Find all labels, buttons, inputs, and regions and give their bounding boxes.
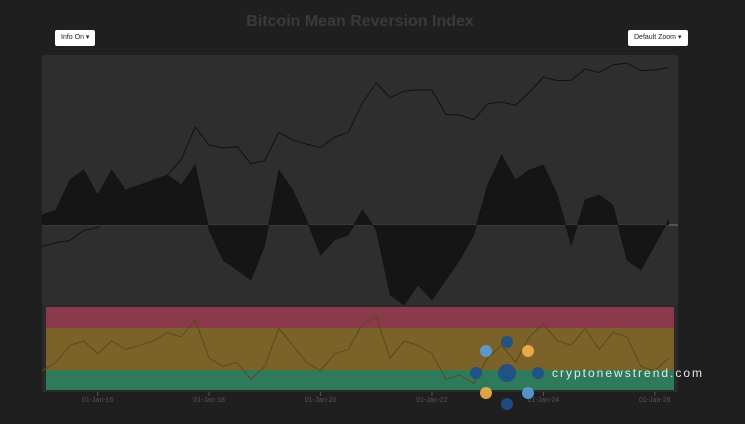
x-tick-label: 01-Jan-22 [416,397,448,404]
info-button[interactable]: Info On ▾ [55,30,96,46]
watermark-logo [470,336,544,410]
watermark-text: cryptonewstrend.com [552,366,704,380]
info-label: Info On [61,34,84,41]
zone-low [46,370,674,390]
zoom-button[interactable]: Default Zoom ▾ [628,30,688,46]
x-tick-label: 01-Jan-20 [305,397,337,404]
top-plot [42,55,678,305]
x-tick-label: 01-Jan-24 [528,397,560,404]
zone-high [46,307,674,328]
x-tick-label: 01-Jan-16 [82,397,114,404]
x-tick-label: 01-Jan-18 [193,397,225,404]
zone-mid [46,328,674,370]
series-line [41,316,670,385]
oscillator-area [41,154,669,306]
x-tick-label: 01-Jan-26 [639,397,671,404]
zoom-label: Default Zoom [634,34,677,41]
chart-title: Bitcoin Mean Reversion Index [246,13,474,30]
